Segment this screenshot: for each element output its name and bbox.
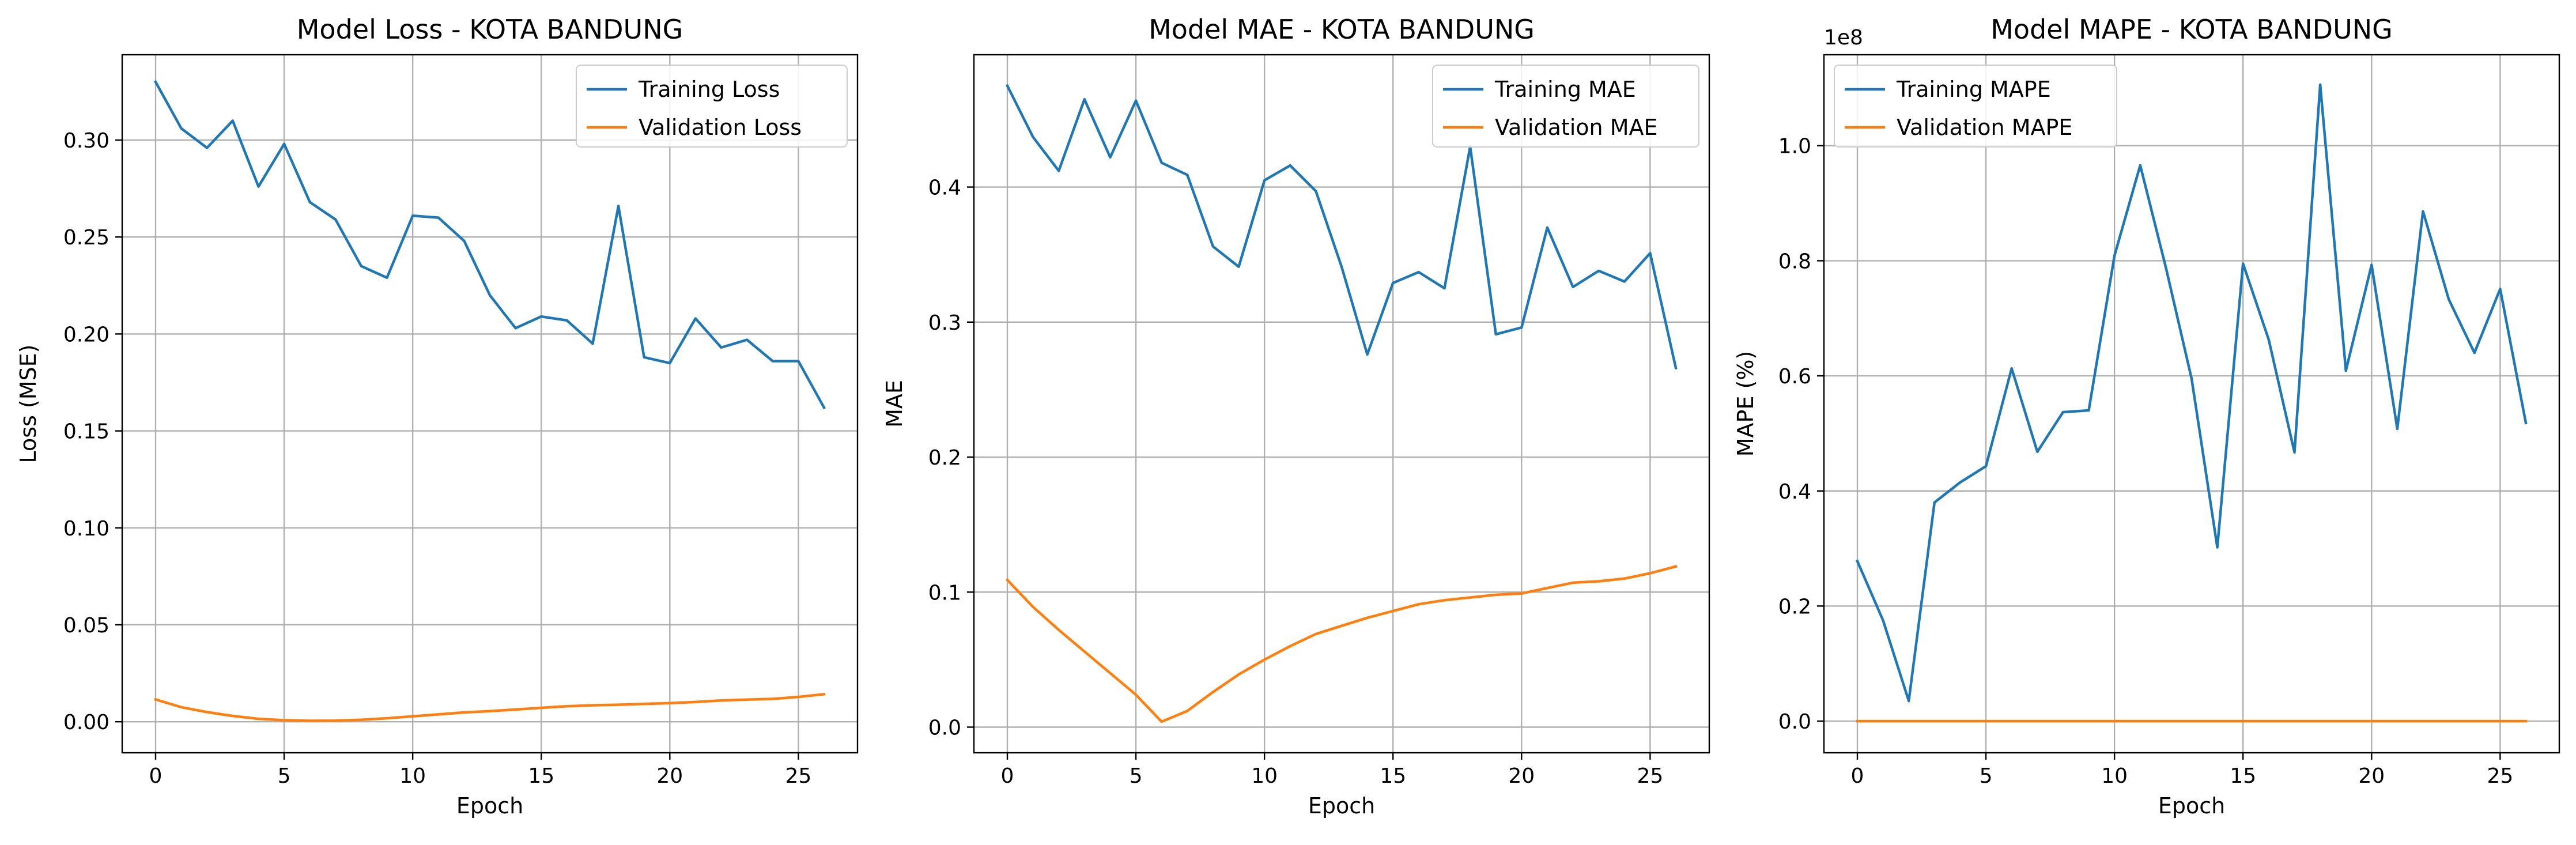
x-tick-label: 20 [2358,764,2385,788]
legend-entry: Validation Loss [639,115,802,140]
series-line-training [1856,83,2528,703]
x-tick-label: 25 [785,764,811,788]
y-tick-label: 0.4 [1778,480,1811,504]
x-tick-label: 0 [1001,764,1014,788]
y-tick-label: 0.10 [63,517,109,541]
x-tick-label: 25 [2487,764,2513,788]
chart-panel-1: 0 5 10 15 20 25 0.00 0.05 0.10 0.15 0.20 0.25 0.30 Mo… [16,14,859,818]
axes-frame [1823,54,2560,754]
x-tick-label: 10 [399,764,426,788]
chart-panel-3: 0 5 10 15 20 25 0.0 0.2 0.4 0.6 0.8 1.0 1e8 Model MAP… [1733,14,2560,818]
x-axis-label: Epoch [456,793,523,818]
x-tick-label: 25 [1637,764,1663,788]
y-tick-label: 0.25 [63,226,109,250]
y-tick-label: 0.6 [1778,365,1811,388]
y-tick-label: 0.15 [63,420,109,444]
legend-entry: Training MAE [1494,77,1636,102]
x-tick-label: 20 [656,764,683,788]
y-tick-label: 0.30 [63,129,109,153]
legend-box [576,65,848,148]
series-line-training [153,80,826,410]
x-tick-label: 5 [278,764,291,788]
x-tick-label: 5 [1980,764,1993,788]
legend-box [1834,65,2117,148]
y-tick-label: 0.4 [928,176,961,200]
x-tick-label: 0 [1851,764,1864,788]
y-tick-label: 0.1 [928,581,961,605]
y-tick-label: 0.05 [63,614,109,637]
y-tick-label: 0.0 [928,716,961,740]
y-tick-label: 0.3 [928,311,961,335]
x-axis-label: Epoch [1308,793,1375,818]
legend: Training MAE Validation MAE [1432,65,1699,148]
legend-box [1432,65,1699,148]
x-tick-label: 0 [149,764,163,788]
legend: Training Loss Validation Loss [576,65,848,148]
chart-title: Model MAE - KOTA BANDUNG [1149,14,1535,45]
series-line-validation [154,692,826,722]
legend-entry: Validation MAE [1495,115,1658,140]
x-tick-label: 20 [1508,764,1535,788]
legend-entry: Validation MAPE [1897,115,2072,140]
y-axis-label: Loss (MSE) [16,345,41,463]
x-tick-label: 5 [1130,764,1143,788]
y-tick-label: 1.0 [1778,135,1811,159]
legend: Training MAPE Validation MAPE [1834,65,2117,148]
x-tick-label: 15 [1380,764,1406,788]
axes-frame [973,54,1710,754]
y-tick-label: 0.8 [1778,250,1811,273]
y-tick-label: 0.0 [1778,710,1811,734]
y-tick-label: 0.2 [1778,595,1811,618]
y-offset-label: 1e8 [1824,26,1863,50]
x-tick-label: 10 [2101,764,2128,788]
chart-title: Model MAPE - KOTA BANDUNG [1990,14,2393,45]
x-tick-label: 15 [2230,764,2256,788]
x-tick-label: 15 [528,764,554,788]
series-line-training [1005,84,1678,370]
y-tick-label: 0.2 [928,446,961,470]
y-axis-label: MAE [882,380,907,428]
legend-entry: Training Loss [638,77,780,102]
x-axis-label: Epoch [2158,793,2225,818]
x-tick-label: 10 [1251,764,1278,788]
legend-entry: Training MAPE [1896,77,2051,102]
y-axis-label: MAPE (%) [1733,351,1758,457]
chart-title: Model Loss - KOTA BANDUNG [297,14,683,45]
chart-panel-2: 0 5 10 15 20 25 0.0 0.1 0.2 0.3 0.4 Model MAE - KOT… [882,14,1710,818]
y-tick-label: 0.20 [63,323,109,346]
y-tick-label: 0.00 [63,711,109,734]
series-line-validation [1005,565,1678,723]
axes-frame [121,54,859,754]
